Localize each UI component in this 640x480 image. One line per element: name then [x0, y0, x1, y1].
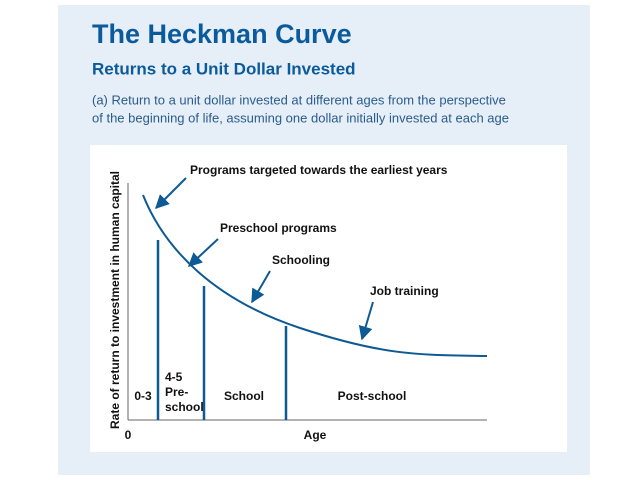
stage-label: Post-school: [338, 389, 407, 403]
chart-area: [90, 145, 567, 452]
annotation: Schooling: [272, 253, 330, 267]
subtitle: Returns to a Unit Dollar Invested: [92, 59, 356, 78]
annotation: Programs targeted towards the earliest y…: [190, 163, 448, 177]
stage-label: Pre-: [165, 385, 188, 399]
arrow: [251, 270, 271, 304]
title: The Heckman Curve: [92, 19, 352, 49]
arrow: [155, 177, 187, 209]
stage-label: 4-5: [165, 370, 183, 384]
stage-dividers: [156, 240, 288, 420]
arrow: [358, 301, 374, 341]
origin-label: 0: [125, 428, 132, 442]
arrows: [155, 177, 374, 341]
x-axis-label: Age: [304, 428, 327, 442]
description: (a) Return to a unit dollar invested at …: [92, 92, 506, 107]
heckman-curve: [142, 194, 488, 357]
annotation: Job training: [370, 284, 439, 298]
stage-label: school: [165, 400, 204, 414]
stage-label: 0-3: [134, 389, 152, 403]
stage-label: School: [224, 389, 264, 403]
annotation: Preschool programs: [220, 221, 337, 235]
arrow: [187, 238, 219, 267]
description: of the beginning of life, assuming one d…: [92, 110, 509, 125]
y-axis-label: Rate of return to investment in human ca…: [108, 171, 122, 429]
